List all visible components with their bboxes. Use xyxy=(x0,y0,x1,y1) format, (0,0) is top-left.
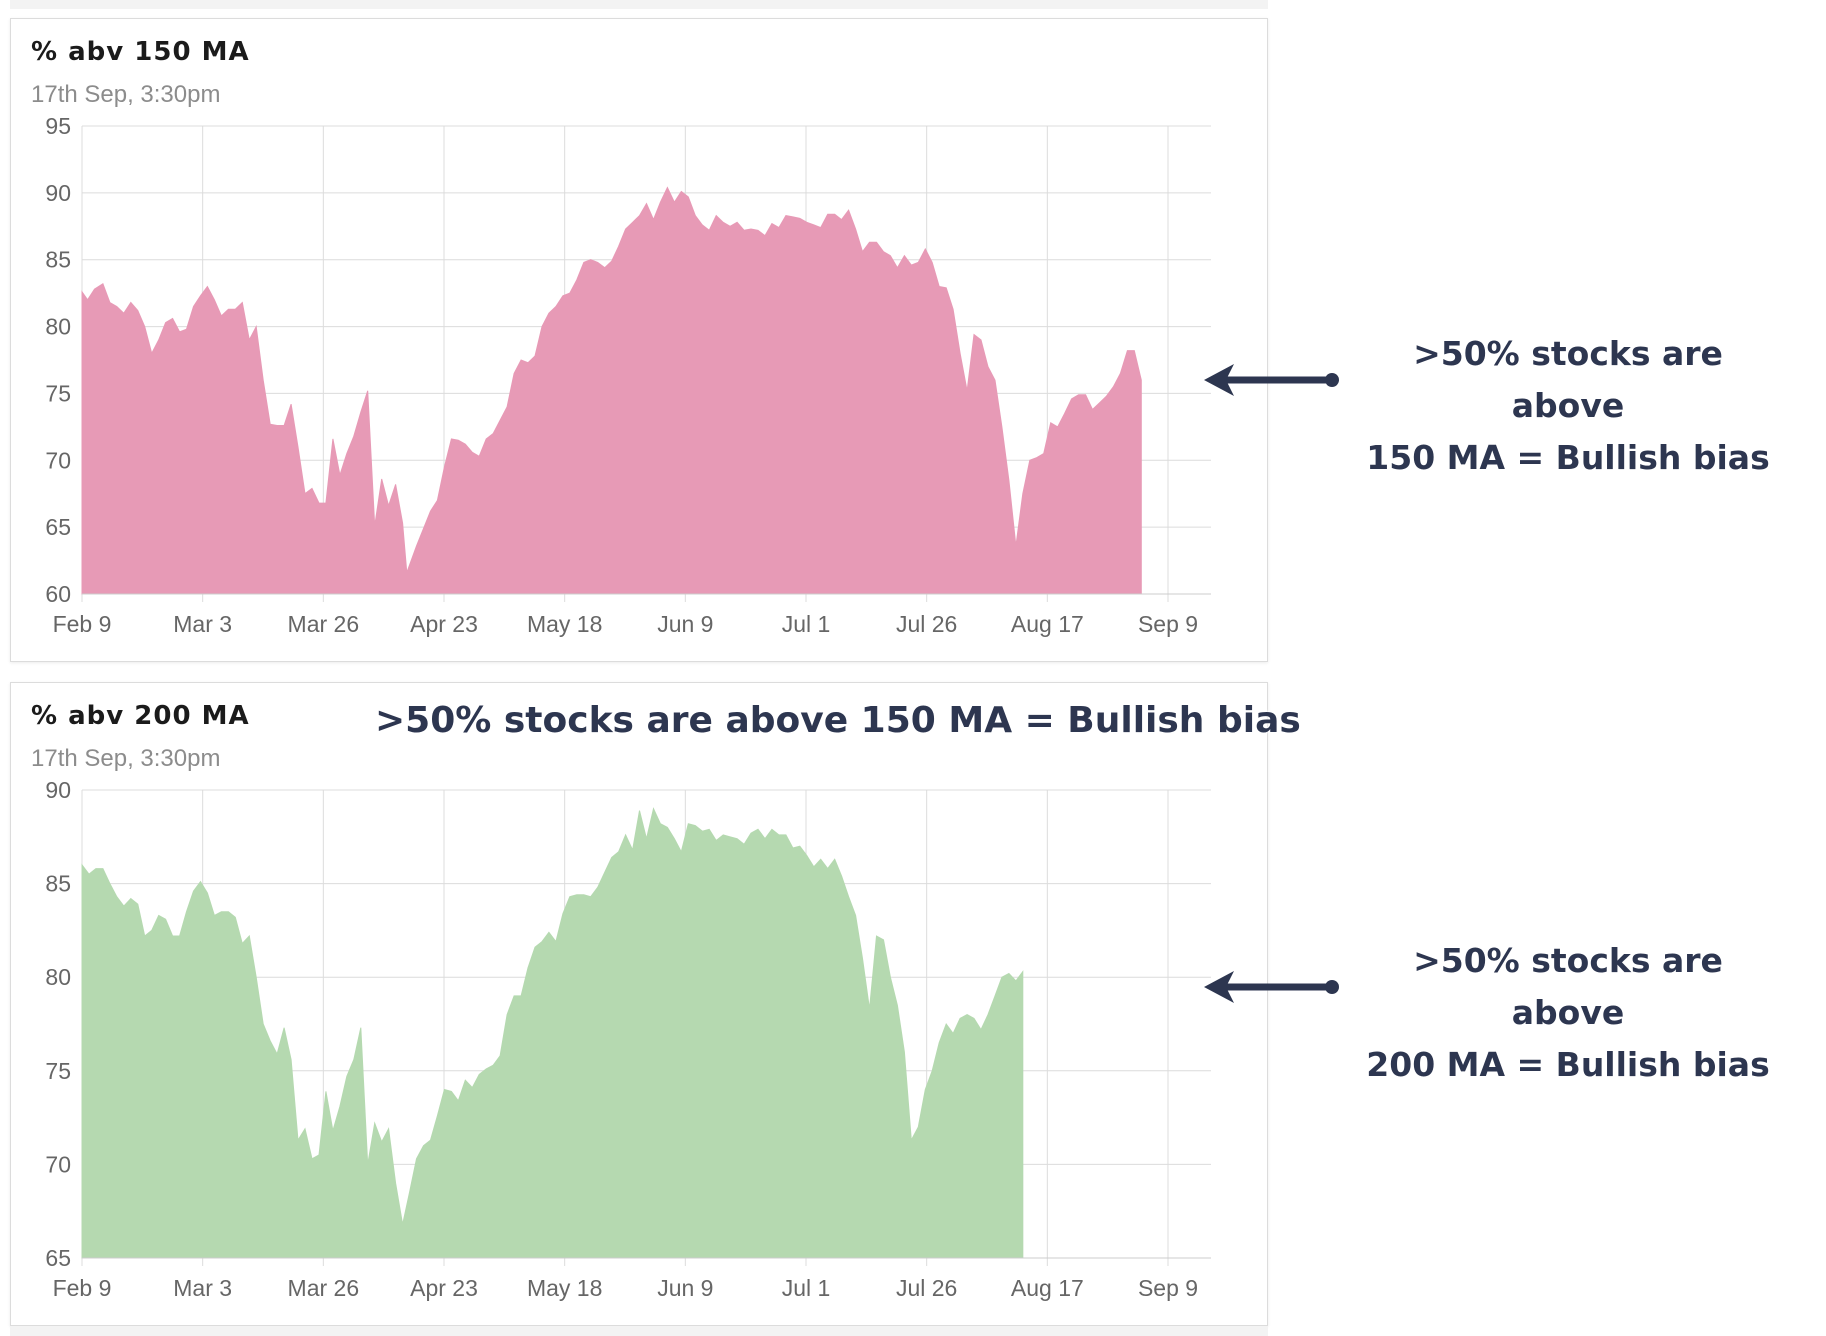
series-area xyxy=(81,807,1024,1259)
x-tick-label: May 18 xyxy=(527,1275,602,1301)
series-area xyxy=(81,186,1142,595)
y-tick-label: 95 xyxy=(45,113,71,139)
x-tick-label: Jul 26 xyxy=(896,611,957,637)
y-tick-label: 90 xyxy=(45,180,71,206)
x-tick-label: Aug 17 xyxy=(1011,1275,1084,1301)
bottom-panel-edge xyxy=(10,1326,1268,1336)
inline-annotation: >50% stocks are above 150 MA = Bullish b… xyxy=(375,700,1301,741)
y-tick-label: 80 xyxy=(45,314,71,340)
x-tick-label: Jul 26 xyxy=(896,1275,957,1301)
x-tick-label: Mar 26 xyxy=(288,1275,360,1301)
y-tick-label: 75 xyxy=(45,380,71,406)
arrow-tail-dot xyxy=(1325,373,1339,387)
x-tick-label: Mar 3 xyxy=(173,611,232,637)
x-tick-label: Sep 9 xyxy=(1138,1275,1198,1301)
arrow-head xyxy=(1204,971,1234,1003)
x-tick-label: Jul 1 xyxy=(782,611,831,637)
top-panel-edge xyxy=(10,0,1268,9)
side-annotation-line: >50% stocks are above xyxy=(1413,941,1723,1032)
y-tick-label: 65 xyxy=(45,514,71,540)
x-tick-label: Feb 9 xyxy=(53,611,112,637)
arrow-head xyxy=(1204,364,1234,396)
x-tick-label: Aug 17 xyxy=(1011,611,1084,637)
y-tick-label: 65 xyxy=(45,1245,71,1271)
arrow-tail-dot xyxy=(1325,980,1339,994)
y-tick-label: 90 xyxy=(45,777,71,803)
chart-title: % abv 150 MA xyxy=(31,37,250,67)
x-tick-label: May 18 xyxy=(527,611,602,637)
y-tick-label: 80 xyxy=(45,964,71,990)
side-annotation-line: 200 MA = Bullish bias xyxy=(1366,1045,1770,1084)
x-tick-label: Jul 1 xyxy=(782,1275,831,1301)
pointer-arrow-icon xyxy=(1204,971,1339,1003)
x-tick-label: Jun 9 xyxy=(657,1275,713,1301)
y-tick-label: 85 xyxy=(45,247,71,273)
chart-panel-200ma: % abv 200 MA 17th Sep, 3:30pm 90 85 80 75 70… xyxy=(10,682,1268,1326)
pointer-arrow-icon xyxy=(1204,364,1339,396)
x-tick-label: Mar 26 xyxy=(288,611,360,637)
y-tick-label: 60 xyxy=(45,581,71,607)
area-chart-200ma: 90 85 80 75 70 65 Feb 9 Mar 3 Mar 26 Apr 23 May 18… xyxy=(45,777,1211,1301)
area-chart-150ma: 95 90 85 80 75 70 65 60 Feb 9 Mar 3 Mar 26 Apr 23 Ma… xyxy=(45,113,1211,637)
x-tick-label: Feb 9 xyxy=(53,1275,112,1301)
chart-title: % abv 200 MA xyxy=(31,701,250,731)
y-tick-label: 75 xyxy=(45,1058,71,1084)
y-tick-label: 70 xyxy=(45,447,71,473)
y-tick-label: 85 xyxy=(45,871,71,897)
side-annotation-line: 150 MA = Bullish bias xyxy=(1366,438,1770,477)
y-tick-label: 70 xyxy=(45,1151,71,1177)
side-annotation-200ma: >50% stocks are above 200 MA = Bullish b… xyxy=(1358,935,1778,1091)
side-annotation-150ma: >50% stocks are above 150 MA = Bullish b… xyxy=(1358,328,1778,484)
x-tick-label: Apr 23 xyxy=(410,611,478,637)
x-tick-label: Apr 23 xyxy=(410,1275,478,1301)
x-tick-label: Sep 9 xyxy=(1138,611,1198,637)
side-annotation-line: >50% stocks are above xyxy=(1413,334,1723,425)
chart-subtitle: 17th Sep, 3:30pm xyxy=(31,745,221,772)
chart-subtitle: 17th Sep, 3:30pm xyxy=(31,81,221,108)
chart-panel-150ma: % abv 150 MA 17th Sep, 3:30pm 95 90 85 80 75… xyxy=(10,18,1268,662)
x-tick-label: Mar 3 xyxy=(173,1275,232,1301)
x-tick-label: Jun 9 xyxy=(657,611,713,637)
